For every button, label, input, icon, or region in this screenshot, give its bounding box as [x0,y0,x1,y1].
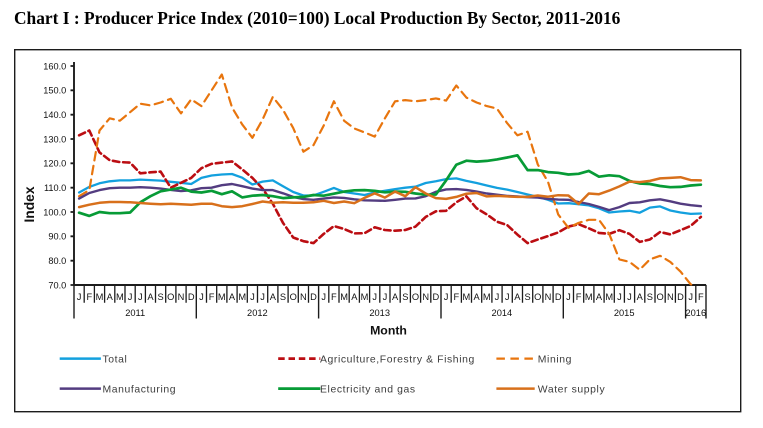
svg-text:M: M [340,292,348,302]
svg-text:N: N [178,292,185,302]
svg-text:140.0: 140.0 [43,110,66,120]
svg-text:A: A [596,292,603,302]
svg-text:F: F [331,292,337,302]
svg-text:Electricity and gas: Electricity and gas [320,384,416,395]
svg-text:S: S [280,292,286,302]
svg-text:Water supply: Water supply [538,384,606,395]
svg-text:M: M [483,292,491,302]
svg-text:80.0: 80.0 [48,256,66,266]
svg-text:O: O [290,292,297,302]
svg-text:O: O [534,292,541,302]
svg-text:D: D [188,292,195,302]
svg-text:N: N [300,292,307,302]
svg-text:J: J [444,292,449,302]
svg-text:O: O [167,292,174,302]
svg-text:S: S [157,292,163,302]
svg-text:90.0: 90.0 [48,232,66,242]
svg-text:2012: 2012 [247,308,268,318]
svg-text:O: O [412,292,419,302]
svg-text:J: J [566,292,571,302]
svg-text:S: S [402,292,408,302]
svg-text:J: J [505,292,510,302]
svg-text:160.0: 160.0 [43,61,66,71]
svg-text:150.0: 150.0 [43,86,66,96]
svg-text:F: F [209,292,215,302]
svg-text:J: J [250,292,255,302]
svg-text:D: D [310,292,317,302]
svg-text:M: M [361,292,369,302]
svg-text:F: F [698,292,704,302]
svg-text:M: M [463,292,471,302]
svg-text:2016: 2016 [685,308,706,318]
svg-text:Index: Index [22,186,37,222]
svg-text:2011: 2011 [125,308,145,318]
svg-text:70.0: 70.0 [48,280,66,290]
svg-text:2014: 2014 [492,308,513,318]
svg-text:A: A [514,292,521,302]
svg-text:A: A [392,292,399,302]
svg-text:M: M [605,292,613,302]
svg-text:M: M [96,292,104,302]
svg-text:Agriculture,Forestry & Fishing: Agriculture,Forestry & Fishing [320,354,475,365]
svg-text:N: N [545,292,552,302]
svg-text:J: J [617,292,622,302]
svg-text:Chart I : Producer Price Index: Chart I : Producer Price Index (2010=100… [14,8,621,28]
svg-text:N: N [422,292,429,302]
svg-text:Month: Month [370,324,407,338]
svg-text:F: F [453,292,459,302]
svg-text:Total: Total [103,354,128,365]
svg-text:F: F [86,292,92,302]
svg-text:120.0: 120.0 [43,159,66,169]
svg-text:A: A [107,292,114,302]
svg-text:J: J [372,292,377,302]
svg-text:Manufacturing: Manufacturing [103,384,177,395]
svg-text:D: D [677,292,684,302]
svg-text:J: J [77,292,82,302]
svg-text:J: J [260,292,265,302]
svg-text:J: J [627,292,632,302]
svg-text:130.0: 130.0 [43,134,66,144]
svg-text:O: O [656,292,663,302]
svg-text:100.0: 100.0 [43,207,66,217]
svg-text:J: J [199,292,204,302]
svg-text:M: M [238,292,246,302]
svg-text:2015: 2015 [614,308,635,318]
svg-text:J: J [138,292,143,302]
svg-text:S: S [647,292,653,302]
svg-text:A: A [637,292,644,302]
svg-text:J: J [383,292,388,302]
svg-text:110.0: 110.0 [44,183,66,193]
svg-text:A: A [473,292,480,302]
svg-text:D: D [555,292,562,302]
svg-text:J: J [688,292,693,302]
svg-text:M: M [218,292,226,302]
svg-text:A: A [147,292,154,302]
svg-text:M: M [116,292,124,302]
svg-text:A: A [270,292,277,302]
svg-text:A: A [351,292,358,302]
svg-text:A: A [229,292,236,302]
svg-text:J: J [128,292,133,302]
svg-text:J: J [321,292,326,302]
svg-text:F: F [576,292,582,302]
svg-text:2013: 2013 [369,308,390,318]
svg-text:S: S [524,292,530,302]
svg-text:Mining: Mining [538,354,572,365]
svg-text:N: N [667,292,674,302]
svg-text:D: D [433,292,440,302]
svg-text:J: J [495,292,500,302]
svg-text:M: M [585,292,593,302]
